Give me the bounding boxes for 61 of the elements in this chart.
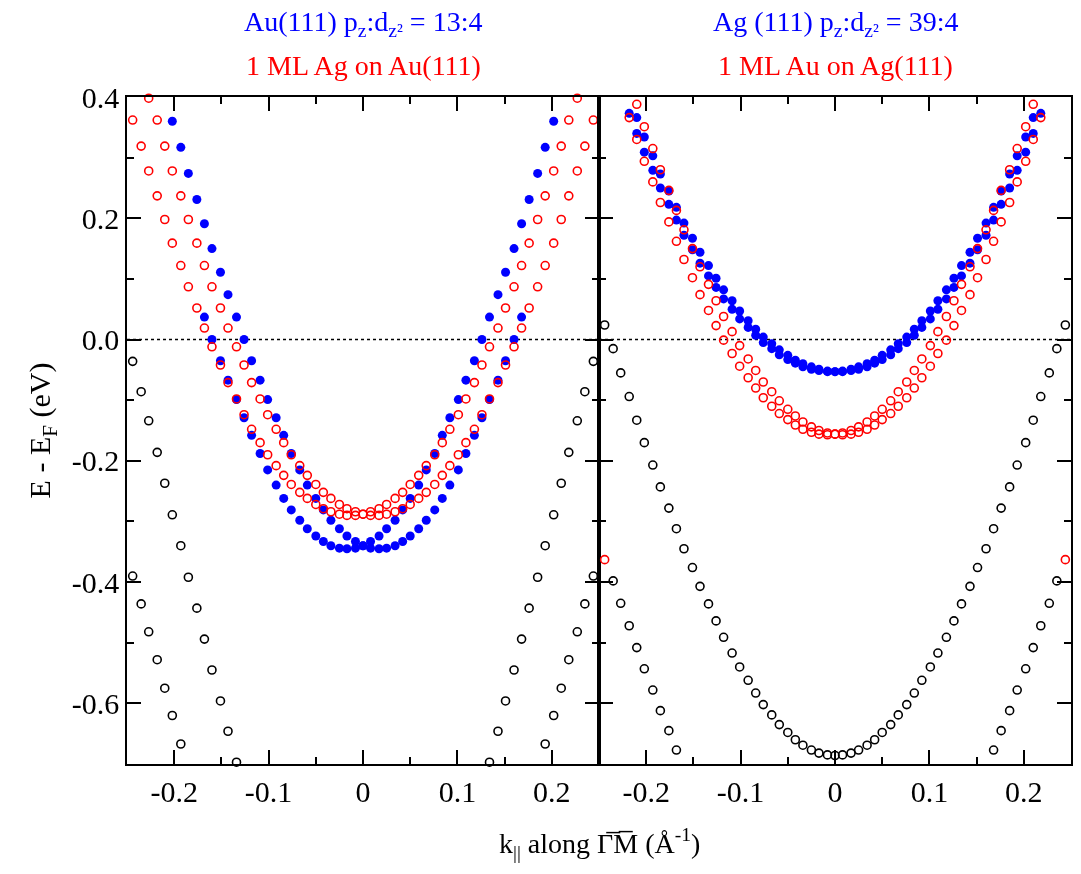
point	[548, 710, 559, 721]
text: 1 ML Au on Ag(111)	[718, 50, 953, 81]
point	[484, 757, 495, 767]
point	[556, 478, 567, 489]
x-tick-label: 0.2	[1005, 774, 1043, 808]
point	[152, 447, 163, 458]
x-tick-label: -0.2	[150, 774, 198, 808]
x-tick-label: -0.1	[244, 774, 293, 808]
point	[572, 416, 583, 426]
point	[500, 696, 511, 706]
x-tick-label: 0	[827, 774, 843, 808]
point	[192, 603, 202, 613]
point	[580, 386, 590, 397]
point	[532, 572, 543, 583]
y-tick-label: -0.2	[71, 444, 120, 478]
point	[524, 603, 534, 613]
point	[509, 665, 519, 675]
point	[127, 571, 138, 581]
x-tick-label: 0.1	[910, 774, 949, 808]
x-tick-label: -0.2	[622, 774, 670, 808]
point	[183, 572, 194, 583]
point	[540, 540, 550, 551]
point	[143, 627, 154, 637]
point	[167, 710, 178, 721]
point	[572, 627, 583, 637]
x-tick-label: 0	[355, 774, 371, 808]
point	[548, 509, 559, 520]
y-tick-label: 0.2	[81, 201, 120, 235]
point	[231, 757, 242, 767]
point	[223, 726, 233, 737]
point	[563, 447, 574, 458]
point	[152, 654, 163, 665]
point	[159, 478, 170, 489]
x-axis-title: k$_{||}$ along Γ̅M̅ (Å$^{-1}$)	[499, 824, 701, 863]
point	[176, 540, 186, 551]
point	[136, 386, 146, 397]
point	[493, 726, 503, 737]
point	[215, 696, 226, 706]
point	[207, 665, 217, 675]
point	[136, 599, 146, 609]
point	[516, 634, 527, 644]
x-tick-label: 0.1	[438, 774, 477, 808]
point	[199, 634, 210, 644]
text: Ag (111) p$_{z}$:d$_{z²}$ = 39:4	[713, 6, 959, 41]
y-tick-label: -0.6	[71, 686, 120, 720]
point	[143, 416, 154, 426]
point	[176, 739, 186, 749]
point	[556, 683, 567, 693]
y-tick-label: 0.4	[81, 80, 120, 114]
point	[127, 356, 138, 367]
point	[540, 739, 550, 749]
x-tick-label: -0.1	[716, 774, 765, 808]
y-tick-label: 0.0	[81, 323, 120, 357]
point	[580, 599, 590, 609]
point	[167, 509, 178, 520]
text: Au(111) p$_{z}$:d$_{z²}$ = 13:4	[244, 6, 483, 41]
text: 1 ML Ag on Au(111)	[246, 50, 481, 81]
y-tick-label: -0.4	[71, 565, 120, 599]
point	[563, 654, 574, 665]
x-tick-label: 0.2	[533, 774, 571, 808]
point	[159, 683, 170, 693]
